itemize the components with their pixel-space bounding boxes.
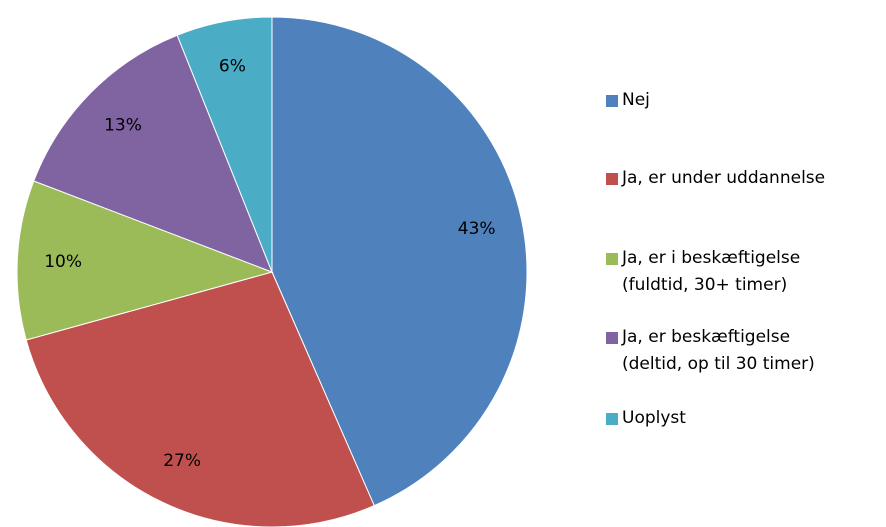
data-label: 10% <box>44 252 82 272</box>
legend-swatch <box>606 95 618 107</box>
pie-slice <box>16 180 274 341</box>
pie-slice <box>176 16 273 273</box>
legend-label: Ja, er under uddannelse <box>622 168 826 188</box>
data-label: 6% <box>219 57 246 77</box>
chart: 43% 27% 10% 13% 6% <box>16 16 528 527</box>
legend-item: Nej <box>606 87 650 114</box>
data-label: 13% <box>104 115 142 135</box>
legend-label: Nej <box>622 90 650 110</box>
legend-swatch <box>606 332 618 344</box>
legend-swatch <box>606 413 618 425</box>
pie-slice <box>271 16 528 507</box>
data-label: 43% <box>458 219 496 239</box>
legend-label: Ja, er i beskæftigelse (fuldtid, 30+ tim… <box>622 248 801 295</box>
legend-item: Uoplyst <box>606 405 686 432</box>
legend-swatch <box>606 173 618 185</box>
legend-item: Ja, er beskæftigelse (deltid, op til 30 … <box>606 324 815 378</box>
data-label: 27% <box>163 451 201 471</box>
pie-slice <box>33 34 273 273</box>
legend-item: Ja, er under uddannelse <box>606 165 825 192</box>
legend-item: Ja, er i beskæftigelse (fuldtid, 30+ tim… <box>606 245 800 299</box>
pie-slice <box>25 271 375 527</box>
legend-swatch <box>606 253 618 265</box>
legend-label: Uoplyst <box>622 408 686 428</box>
legend-label: Ja, er beskæftigelse (deltid, op til 30 … <box>622 327 815 374</box>
